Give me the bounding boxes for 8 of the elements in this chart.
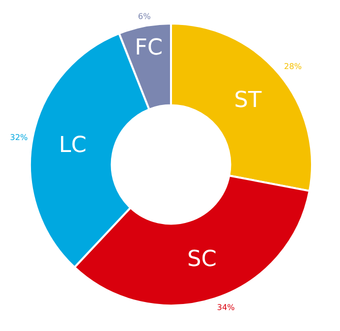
slice-label: FC [134,35,163,60]
data-label: 28% [284,62,302,71]
data-label: 6% [138,12,152,21]
slice-label: ST [234,88,262,114]
slice-label: SC [187,247,217,272]
data-label: 32% [10,133,28,142]
slice-label: LC [58,133,86,158]
data-label: 34% [217,303,236,312]
